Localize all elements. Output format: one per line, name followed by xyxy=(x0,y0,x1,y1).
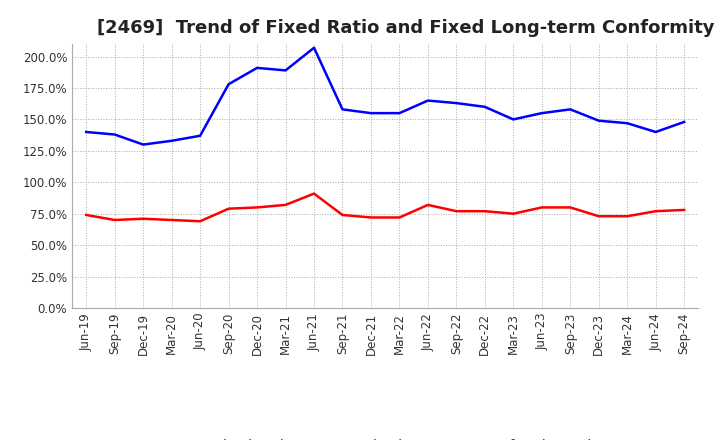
Fixed Ratio xyxy=(566,107,575,112)
Fixed Long-term Conformity Ratio xyxy=(509,211,518,216)
Fixed Ratio xyxy=(595,118,603,123)
Fixed Ratio xyxy=(338,107,347,112)
Fixed Long-term Conformity Ratio xyxy=(395,215,404,220)
Fixed Long-term Conformity Ratio xyxy=(110,217,119,223)
Line: Fixed Ratio: Fixed Ratio xyxy=(86,48,684,145)
Fixed Long-term Conformity Ratio xyxy=(452,209,461,214)
Fixed Long-term Conformity Ratio xyxy=(623,213,631,219)
Line: Fixed Long-term Conformity Ratio: Fixed Long-term Conformity Ratio xyxy=(86,194,684,221)
Fixed Long-term Conformity Ratio xyxy=(253,205,261,210)
Fixed Ratio xyxy=(537,110,546,116)
Fixed Long-term Conformity Ratio xyxy=(310,191,318,196)
Fixed Long-term Conformity Ratio xyxy=(595,213,603,219)
Fixed Ratio xyxy=(509,117,518,122)
Fixed Long-term Conformity Ratio xyxy=(366,215,375,220)
Fixed Ratio xyxy=(310,45,318,51)
Fixed Ratio xyxy=(395,110,404,116)
Fixed Long-term Conformity Ratio xyxy=(652,209,660,214)
Fixed Ratio xyxy=(196,133,204,139)
Fixed Long-term Conformity Ratio xyxy=(423,202,432,208)
Fixed Ratio xyxy=(452,100,461,106)
Fixed Ratio xyxy=(167,138,176,143)
Fixed Ratio xyxy=(139,142,148,147)
Legend: Fixed Ratio, Fixed Long-term Conformity Ratio: Fixed Ratio, Fixed Long-term Conformity … xyxy=(165,434,606,440)
Fixed Long-term Conformity Ratio xyxy=(139,216,148,221)
Fixed Long-term Conformity Ratio xyxy=(225,206,233,211)
Fixed Ratio xyxy=(253,65,261,70)
Fixed Long-term Conformity Ratio xyxy=(680,207,688,213)
Text: [2469]  Trend of Fixed Ratio and Fixed Long-term Conformity Ratio: [2469] Trend of Fixed Ratio and Fixed Lo… xyxy=(97,19,720,37)
Fixed Ratio xyxy=(480,104,489,110)
Fixed Long-term Conformity Ratio xyxy=(338,213,347,218)
Fixed Long-term Conformity Ratio xyxy=(82,213,91,218)
Fixed Ratio xyxy=(110,132,119,137)
Fixed Long-term Conformity Ratio xyxy=(167,217,176,223)
Fixed Ratio xyxy=(82,129,91,135)
Fixed Ratio xyxy=(225,81,233,87)
Fixed Ratio xyxy=(282,68,290,73)
Fixed Ratio xyxy=(680,119,688,125)
Fixed Long-term Conformity Ratio xyxy=(537,205,546,210)
Fixed Ratio xyxy=(366,110,375,116)
Fixed Long-term Conformity Ratio xyxy=(480,209,489,214)
Fixed Ratio xyxy=(652,129,660,135)
Fixed Long-term Conformity Ratio xyxy=(566,205,575,210)
Fixed Ratio xyxy=(423,98,432,103)
Fixed Long-term Conformity Ratio xyxy=(196,219,204,224)
Fixed Ratio xyxy=(623,121,631,126)
Fixed Long-term Conformity Ratio xyxy=(282,202,290,208)
